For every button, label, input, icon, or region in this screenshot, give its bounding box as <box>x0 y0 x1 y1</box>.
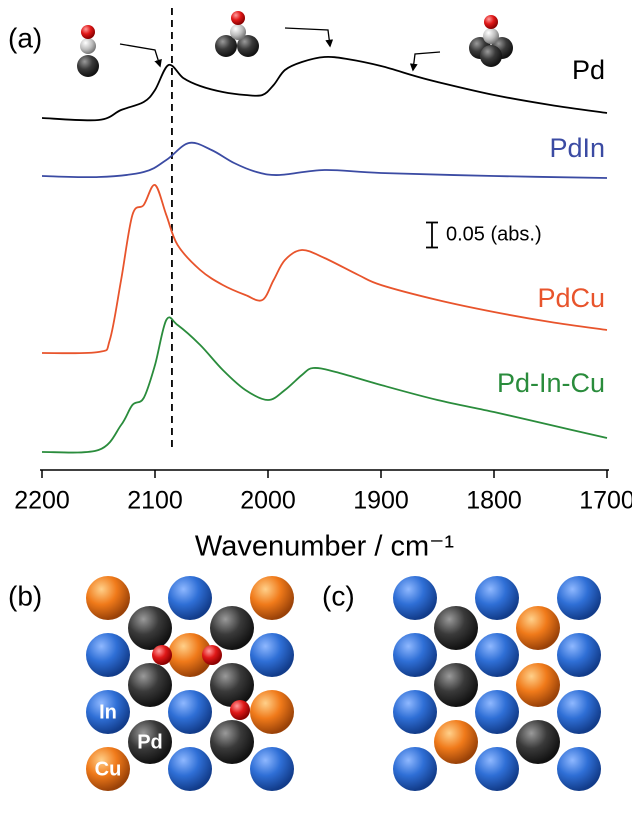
atom <box>250 690 294 734</box>
atom <box>250 633 294 677</box>
atom <box>393 690 437 734</box>
atom <box>516 606 560 650</box>
atom <box>210 663 254 707</box>
atom <box>393 747 437 791</box>
atom <box>434 606 478 650</box>
x-tick-label: 1700 <box>579 487 632 515</box>
panel-label: (c) <box>322 580 355 611</box>
atom <box>434 663 478 707</box>
atom <box>557 747 601 791</box>
x-axis-label: Wavenumber / cm⁻¹ <box>195 531 455 563</box>
atom <box>250 747 294 791</box>
atom <box>516 720 560 764</box>
x-tick-label: 2000 <box>240 487 296 515</box>
series-label: Pd-In-Cu <box>497 368 605 398</box>
atom <box>168 690 212 734</box>
atom <box>86 747 130 791</box>
atom-label: In <box>99 701 117 723</box>
atom <box>557 633 601 677</box>
atom <box>152 645 172 665</box>
atom <box>230 700 250 720</box>
x-tick-label: 2200 <box>14 487 70 515</box>
atom <box>475 747 519 791</box>
atom <box>393 633 437 677</box>
atom <box>86 690 130 734</box>
atom <box>475 633 519 677</box>
atom <box>128 663 172 707</box>
atom <box>393 576 437 620</box>
atom <box>434 720 478 764</box>
x-tick-label: 1800 <box>466 487 522 515</box>
scale-bar-label: 0.05 (abs.) <box>446 223 542 245</box>
atom <box>86 633 130 677</box>
series-label: PdCu <box>537 283 605 313</box>
atom <box>516 663 560 707</box>
spectrum-line <box>41 55 608 122</box>
atom <box>128 720 172 764</box>
co-icons <box>77 11 513 77</box>
atom <box>168 576 212 620</box>
spectrum-line <box>41 316 608 454</box>
atom-label: Cu <box>95 758 122 780</box>
atom <box>168 633 212 677</box>
atom-label: Pd <box>137 731 163 753</box>
panel-label: (b) <box>8 580 42 611</box>
atom <box>86 576 130 620</box>
atom <box>202 645 222 665</box>
spectra-plot: 2200 2100 2000 1900 1800 1700 Wavenumber / cm⁻… <box>14 8 632 563</box>
x-tick-label: 2100 <box>127 487 183 515</box>
panel-label: (a) <box>8 22 42 53</box>
lattice-diagrams: In Pd Cu <box>86 576 601 791</box>
atom <box>557 690 601 734</box>
series-label: Pd <box>572 55 605 85</box>
atom <box>210 606 254 650</box>
atom <box>475 690 519 734</box>
atom <box>250 576 294 620</box>
atom <box>557 576 601 620</box>
atom <box>168 747 212 791</box>
atom <box>128 606 172 650</box>
series-label: PdIn <box>549 133 605 163</box>
atom <box>475 576 519 620</box>
atom <box>210 720 254 764</box>
spectrum-line <box>41 184 608 355</box>
x-tick-label: 1900 <box>353 487 409 515</box>
spectrum-line <box>41 141 608 179</box>
